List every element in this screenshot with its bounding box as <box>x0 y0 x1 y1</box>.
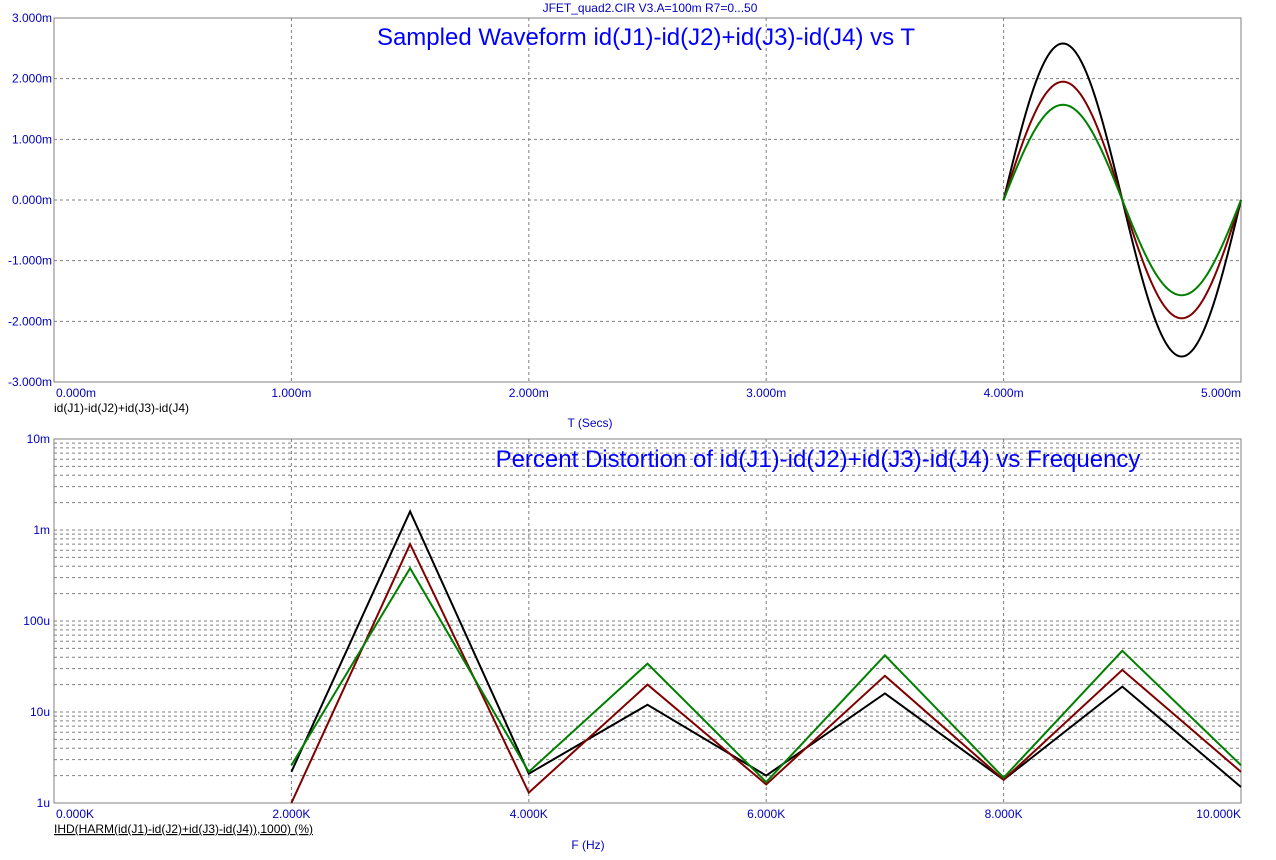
distortion-y-tick-label: 10u <box>30 705 50 719</box>
distortion-series-line-2 <box>290 541 1242 804</box>
waveform-series-group <box>1002 42 1242 358</box>
waveform-x-tick-label: 1.000m <box>271 386 311 400</box>
waveform-x-tick-label: 5.000m <box>1201 386 1241 400</box>
distortion-y-tick-labels: 10m 1m 100u 10u 1u <box>23 432 50 810</box>
distortion-grid <box>54 439 1241 803</box>
distortion-x-tick-label: 2.000K <box>272 807 310 821</box>
distortion-y-tick-label: 1m <box>33 523 50 537</box>
waveform-x-tick-label: 3.000m <box>746 386 786 400</box>
distortion-chart: 10m 1m 100u 10u 1u 0.000K 2.000K 4.000K 6.000K 8… <box>23 432 1242 852</box>
window-title: JFET_quad2.CIR V3.A=100m R7=0...50 <box>543 1 758 15</box>
waveform-x-tick-labels: 0.000m 1.000m 2.000m 3.000m 4.000m 5.000m <box>56 386 1241 400</box>
distortion-y-tick-label: 1u <box>37 796 50 810</box>
waveform-x-axis-label: T (Secs) <box>567 416 612 430</box>
waveform-x-tick-label: 2.000m <box>509 386 549 400</box>
waveform-x-tick-label: 0.000m <box>56 386 96 400</box>
waveform-y-tick-label: 3.000m <box>12 11 52 25</box>
waveform-chart-title: Sampled Waveform id(J1)-id(J2)+id(J3)-id… <box>377 24 915 51</box>
distortion-series-line-3 <box>290 566 1242 784</box>
waveform-y-tick-label: -2.000m <box>8 314 52 328</box>
distortion-x-tick-label: 4.000K <box>510 807 548 821</box>
distortion-x-tick-label: 0.000K <box>56 807 94 821</box>
distortion-plot-frame <box>53 438 1242 804</box>
distortion-chart-title: Percent Distortion of id(J1)-id(J2)+id(J… <box>496 446 1141 473</box>
waveform-x-tick-label: 4.000m <box>984 386 1024 400</box>
waveform-series-line-3 <box>1002 103 1242 297</box>
waveform-y-tick-labels: 3.000m 2.000m 1.000m 0.000m -1.000m -2.000m -3… <box>8 11 52 389</box>
distortion-x-tick-label: 6.000K <box>747 807 785 821</box>
distortion-expression-label: IHD(HARM(id(J1)-id(J2)+id(J3)-id(J4)),10… <box>54 822 313 836</box>
distortion-series-line-1 <box>290 509 1242 788</box>
distortion-y-tick-label: 10m <box>27 432 50 446</box>
waveform-expression-label: id(J1)-id(J2)+id(J3)-id(J4) <box>54 401 189 415</box>
waveform-y-tick-label: -3.000m <box>8 375 52 389</box>
distortion-x-tick-label: 10.000K <box>1196 807 1241 821</box>
waveform-y-tick-label: -1.000m <box>8 254 52 268</box>
distortion-series-group <box>290 509 1242 804</box>
waveform-grid <box>54 18 1241 382</box>
waveform-y-tick-label: 0.000m <box>12 193 52 207</box>
waveform-y-tick-label: 2.000m <box>12 72 52 86</box>
waveform-y-tick-label: 1.000m <box>12 132 52 146</box>
distortion-x-axis-label: F (Hz) <box>571 838 604 852</box>
distortion-x-tick-label: 8.000K <box>985 807 1023 821</box>
distortion-x-tick-labels: 0.000K 2.000K 4.000K 6.000K 8.000K 10.000K <box>56 807 1241 821</box>
waveform-chart: 3.000m 2.000m 1.000m 0.000m -1.000m -2.000m -3… <box>8 11 1242 430</box>
distortion-y-tick-label: 100u <box>23 614 50 628</box>
